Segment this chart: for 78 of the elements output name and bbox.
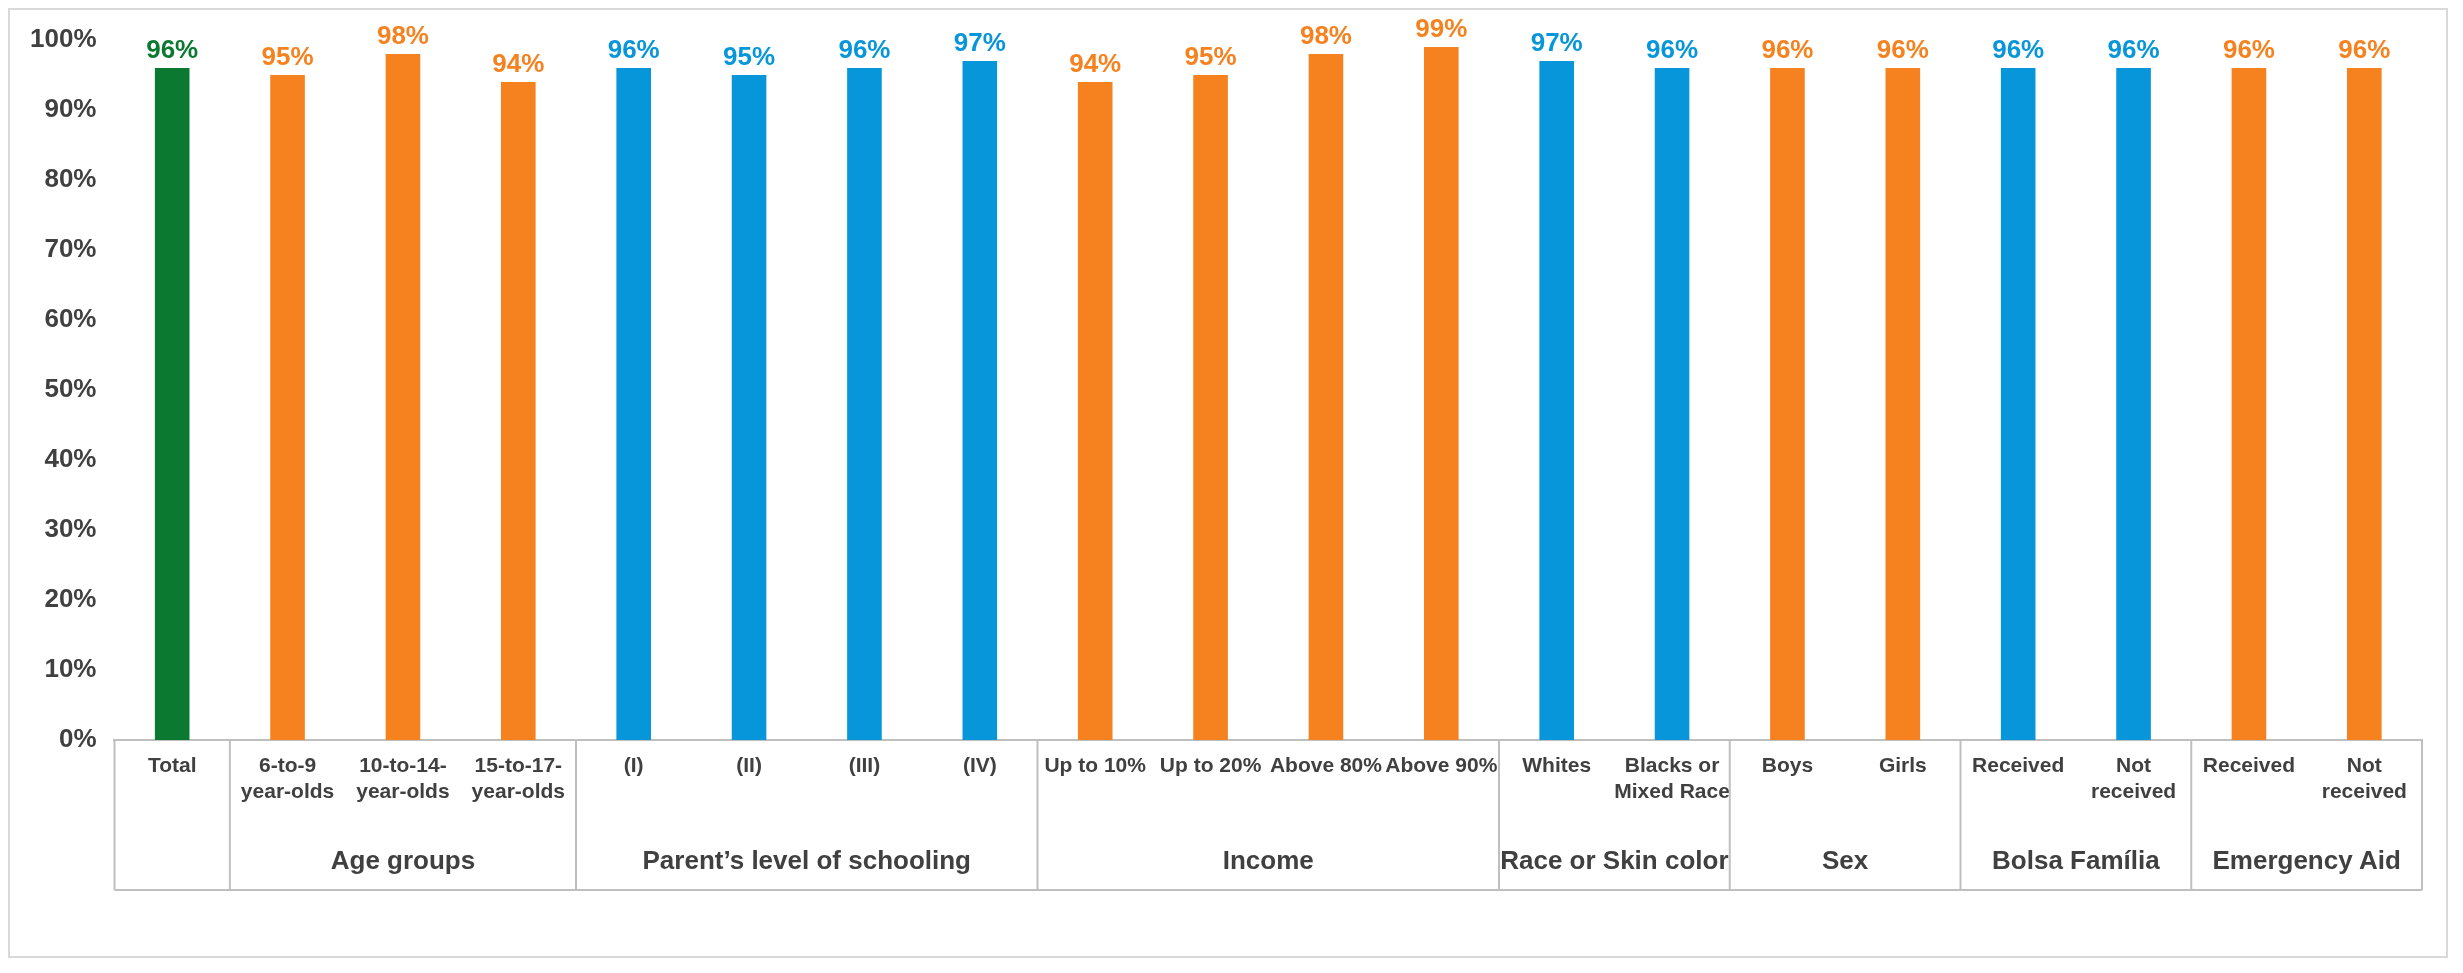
y-tick-label: 10% — [44, 653, 97, 684]
data-label: 96% — [838, 34, 891, 65]
x-tick-label: Up to 10% — [1044, 753, 1147, 777]
text: Income — [1222, 845, 1314, 876]
bar — [1770, 68, 1805, 740]
x-tick-label: Not received — [2090, 753, 2177, 802]
data-label: 94% — [492, 48, 545, 79]
y-tick-label: 20% — [44, 583, 97, 614]
bar — [2347, 68, 2382, 740]
x-tick-label: 10-to-14-year-olds — [356, 753, 450, 802]
data-label: 95% — [1184, 41, 1237, 72]
x-tick-label: Not received — [2321, 753, 2407, 802]
data-label: 98% — [376, 20, 429, 51]
bar — [731, 75, 767, 740]
data-label: 96% — [607, 34, 660, 65]
bar — [2231, 68, 2267, 740]
bar — [616, 68, 651, 740]
x-tick-label: Blacks or Mixed Race — [1614, 753, 1730, 802]
bar — [847, 68, 882, 740]
bar — [1539, 61, 1574, 740]
bar — [270, 75, 305, 740]
data-label: 97% — [1530, 27, 1583, 58]
data-label: 96% — [1876, 34, 1929, 65]
x-tick-label: Girls — [1878, 753, 1927, 777]
text: Sex — [1821, 845, 1869, 876]
x-tick-label: Above 90% — [1385, 753, 1498, 777]
bar — [501, 82, 536, 740]
x-tick-label: 6-to-9 year-olds — [240, 753, 335, 802]
y-tick-label: 40% — [44, 443, 97, 474]
x-tick-label: Above 80% — [1269, 753, 1383, 777]
x-tick-label: Whites — [1522, 753, 1592, 777]
y-tick-label: 100% — [30, 23, 97, 54]
x-tick-label: Received — [2202, 753, 2296, 777]
bar — [2116, 68, 2151, 740]
text: Race or Skin color — [1500, 845, 1729, 876]
bar — [385, 54, 421, 740]
text: Parent’s level of schooling — [642, 845, 971, 876]
bar — [1193, 75, 1228, 740]
y-tick-label: 0% — [58, 723, 97, 754]
data-label: 99% — [1415, 13, 1468, 44]
text: Emergency Aid — [2212, 845, 2401, 876]
data-label: 96% — [1761, 34, 1814, 65]
y-tick-label: 70% — [44, 233, 97, 264]
y-tick-label: 30% — [44, 513, 97, 544]
bar — [1654, 68, 1690, 740]
data-label: 95% — [261, 41, 314, 72]
text: Bolsa Família — [1992, 845, 2161, 876]
data-label: 96% — [2107, 34, 2160, 65]
data-label: 96% — [1646, 34, 1699, 65]
y-tick-label: 50% — [44, 373, 97, 404]
x-tick-label: 15-to-17-year-olds — [471, 753, 565, 802]
bar — [962, 61, 998, 740]
data-label: 96% — [1992, 34, 2045, 65]
y-tick-label: 80% — [44, 163, 97, 194]
x-tick-label: (II) — [736, 753, 762, 777]
x-tick-label: (III) — [848, 753, 881, 777]
bar — [1308, 54, 1344, 740]
bar — [1424, 47, 1459, 740]
data-label: 94% — [1069, 48, 1122, 79]
x-tick-label: (I) — [623, 753, 644, 777]
bar — [2000, 68, 2036, 740]
x-tick-label: Received — [1972, 753, 2065, 777]
data-label: 96% — [2338, 34, 2391, 65]
data-label: 98% — [1299, 20, 1352, 51]
y-tick-label: 90% — [44, 93, 97, 124]
bar — [154, 68, 190, 740]
x-tick-label: Total — [147, 753, 197, 777]
x-tick-label: Boys — [1761, 753, 1814, 777]
data-label: 96% — [2222, 34, 2275, 65]
data-label: 97% — [953, 27, 1006, 58]
data-label: 96% — [146, 34, 199, 65]
text: Age groups — [330, 845, 476, 876]
bar — [1077, 82, 1113, 740]
data-label: 95% — [723, 41, 776, 72]
x-tick-label: Up to 20% — [1159, 753, 1262, 777]
bar — [1885, 68, 1921, 740]
x-tick-label: (IV) — [962, 753, 997, 777]
y-tick-label: 60% — [44, 303, 97, 334]
